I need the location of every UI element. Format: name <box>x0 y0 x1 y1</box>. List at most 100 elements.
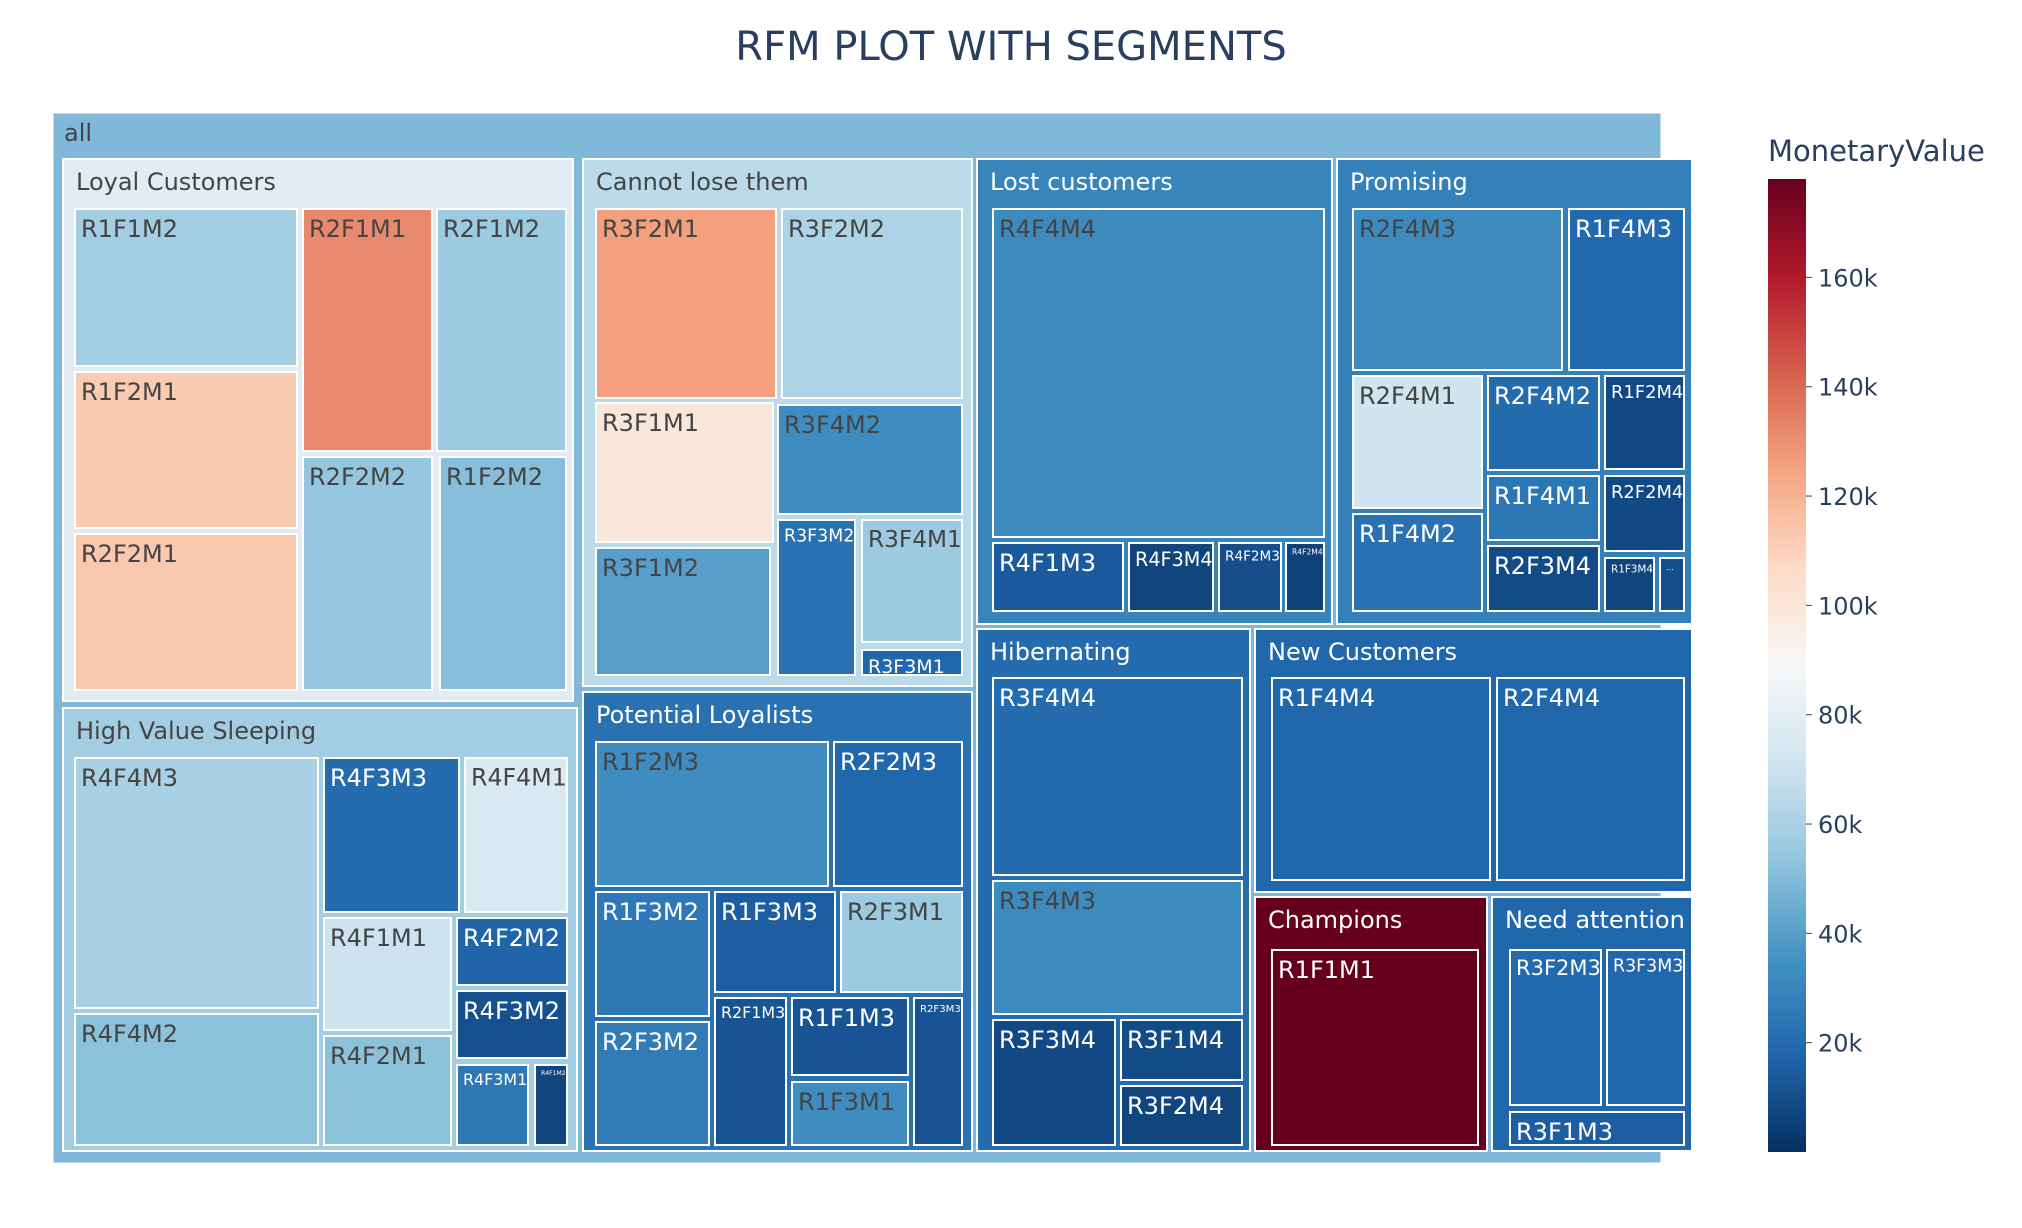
tile-r4f1m1[interactable] <box>323 917 452 1031</box>
tile-r2f1m2[interactable] <box>436 208 567 452</box>
tile-label-r2f3m2: R2F3M2 <box>602 1028 699 1056</box>
tile-label-r4f1m1: R4F1M1 <box>330 924 427 952</box>
tile-r1f3m4[interactable] <box>1604 557 1655 612</box>
tile-r3f2m3[interactable] <box>1509 949 1602 1106</box>
tile-label-r3f2m3: R3F2M3 <box>1516 956 1601 980</box>
tile-r3f3m2[interactable] <box>777 519 856 676</box>
tile-r1f2m4[interactable] <box>1604 375 1685 470</box>
colorbar-tick-80k: 80k <box>1818 702 1863 730</box>
tile-label-r4f2m4: R4F2M4 <box>1292 548 1323 557</box>
tile-r2f1m3[interactable] <box>714 997 787 1146</box>
tile-r2f2m2[interactable] <box>302 456 433 691</box>
tile-label-r4f3m2: R4F3M2 <box>463 997 560 1025</box>
tile-r4f4m4[interactable] <box>992 208 1325 538</box>
tile-label-r2f2m1: R2F2M1 <box>81 540 178 568</box>
tile-r1f4m2[interactable] <box>1352 513 1483 612</box>
tile-r2f4m4[interactable] <box>1496 677 1685 881</box>
tile-r3f2m4[interactable] <box>1120 1085 1243 1146</box>
segment-label-champions: Champions <box>1268 906 1402 934</box>
tile-r2f3m3[interactable] <box>913 997 963 1146</box>
segment-label-lost-customers: Lost customers <box>990 168 1173 196</box>
tile-r4f4m2[interactable] <box>74 1013 319 1146</box>
tile-r3f1m2[interactable] <box>595 547 771 676</box>
tile-r1f1m1[interactable] <box>1271 949 1479 1146</box>
tile-r2f4m2[interactable] <box>1487 375 1600 471</box>
tile-label-r2f4m1: R2F4M1 <box>1359 382 1456 410</box>
tile-r4f2m2[interactable] <box>456 917 568 986</box>
tile-label-r1f2m2: R1F2M2 <box>446 463 543 491</box>
tile-label-r2f1m2: R2F1M2 <box>443 215 540 243</box>
tile-r3f2m1[interactable] <box>595 208 777 399</box>
tile-r1f4m4[interactable] <box>1271 677 1491 881</box>
tile-label-r1f2m1: R1F2M1 <box>81 378 178 406</box>
tile-r4f4m3[interactable] <box>74 757 319 1009</box>
tile-label-r4f1m2: R4F1M2 <box>541 1070 566 1077</box>
tile-r3f4m4[interactable] <box>992 677 1243 876</box>
tile-r2f4m3[interactable] <box>1352 208 1563 371</box>
tile-r1f2m3[interactable] <box>595 741 829 887</box>
tile-r4f3m3[interactable] <box>323 757 460 913</box>
tile-r4f3m4[interactable] <box>1128 542 1214 612</box>
tile-r2f1m1[interactable] <box>302 208 433 452</box>
tile-r2f3m1[interactable] <box>840 891 963 993</box>
tile-[interactable] <box>1659 557 1685 612</box>
tile-label-r4f3m3: R4F3M3 <box>330 764 427 792</box>
tile-label-r2f4m3: R2F4M3 <box>1359 215 1456 243</box>
tile-label-r3f1m3: R3F1M3 <box>1516 1118 1613 1146</box>
tile-label-r2f4m2: R2F4M2 <box>1494 382 1591 410</box>
tile-label-r3f3m3: R3F3M3 <box>1613 956 1683 976</box>
tile-r4f4m1[interactable] <box>464 757 568 913</box>
tile-r3f3m3[interactable] <box>1606 949 1685 1106</box>
tile-label-r4f3m4: R4F3M4 <box>1135 548 1213 571</box>
tile-r4f1m2[interactable] <box>534 1064 568 1146</box>
tile-r3f3m1[interactable] <box>861 649 963 676</box>
tile-r1f3m1[interactable] <box>791 1081 909 1146</box>
tile-r4f3m2[interactable] <box>456 990 568 1059</box>
tile-r4f3m1[interactable] <box>456 1064 529 1146</box>
segment-label-new-customers: New Customers <box>1268 638 1457 666</box>
tile-r1f3m2[interactable] <box>595 891 710 1017</box>
tile-r1f3m3[interactable] <box>714 891 836 993</box>
tile-r2f2m3[interactable] <box>833 741 963 887</box>
tile-label-r4f4m1: R4F4M1 <box>471 764 567 792</box>
tile-r2f3m2[interactable] <box>595 1021 710 1146</box>
tile-r4f2m4[interactable] <box>1285 542 1325 612</box>
segment-label-promising: Promising <box>1350 168 1468 196</box>
tile-r1f4m1[interactable] <box>1487 475 1600 541</box>
tile-r3f4m1[interactable] <box>861 519 963 643</box>
tile-label-r1f3m1: R1F3M1 <box>798 1088 895 1116</box>
tile-r3f2m2[interactable] <box>781 208 963 399</box>
tile-r3f3m4[interactable] <box>992 1019 1116 1146</box>
tile-r2f2m4[interactable] <box>1604 475 1685 552</box>
tile-label-r2f1m1: R2F1M1 <box>309 215 406 243</box>
tile-r3f1m3[interactable] <box>1509 1111 1685 1146</box>
tile-r3f1m1[interactable] <box>595 402 774 543</box>
tile-label-r1f3m3: R1F3M3 <box>721 898 818 926</box>
tile-label-r1f4m1: R1F4M1 <box>1494 482 1591 510</box>
tile-r3f1m4[interactable] <box>1120 1019 1243 1081</box>
tile-label-r4f2m1: R4F2M1 <box>330 1042 427 1070</box>
tile-r1f2m2[interactable] <box>439 456 567 691</box>
tile-r1f1m2[interactable] <box>74 208 298 367</box>
tile-label-r1f1m1: R1F1M1 <box>1278 956 1375 984</box>
colorbar-tick-100k: 100k <box>1818 592 1878 620</box>
tile-label-r1f3m4: R1F3M4 <box>1611 563 1653 575</box>
tile-label-r2f3m1: R2F3M1 <box>847 898 944 926</box>
tile-r1f2m1[interactable] <box>74 371 298 529</box>
tile-r3f4m3[interactable] <box>992 880 1243 1015</box>
tile-label-r2f3m4: R2F3M4 <box>1494 552 1591 580</box>
tile-label-r4f1m3: R4F1M3 <box>999 549 1096 577</box>
tile-label-r2f3m3: R2F3M3 <box>920 1004 961 1015</box>
tile-r1f1m3[interactable] <box>791 997 909 1076</box>
tile-label-r3f4m3: R3F4M3 <box>999 887 1096 915</box>
tile-r4f2m3[interactable] <box>1218 542 1282 612</box>
tile-r2f4m1[interactable] <box>1352 375 1483 509</box>
tile-r4f2m1[interactable] <box>323 1035 452 1146</box>
tile-r2f2m1[interactable] <box>74 533 298 691</box>
tile-r3f4m2[interactable] <box>777 404 963 515</box>
tile-r1f4m3[interactable] <box>1568 208 1685 371</box>
tile-r2f3m4[interactable] <box>1487 545 1600 612</box>
colorbar-tick-20k: 20k <box>1818 1030 1863 1058</box>
tile-r4f1m3[interactable] <box>992 542 1124 612</box>
